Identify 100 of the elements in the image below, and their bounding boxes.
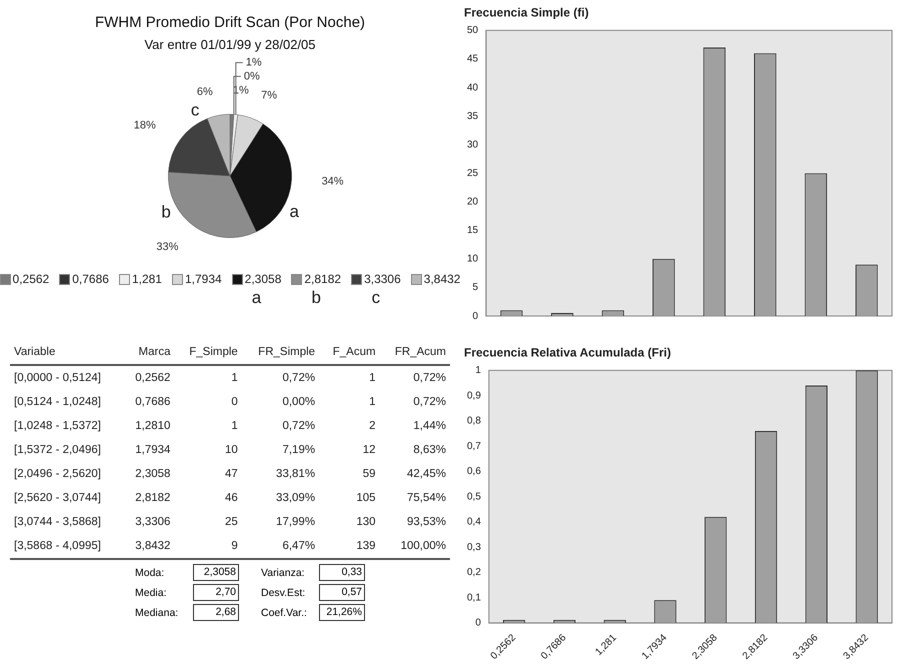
text: 25	[225, 516, 238, 528]
legend-label: 0,7686	[72, 272, 109, 286]
y-tick-label: 1	[475, 365, 482, 376]
category-label: 0,2562	[135, 372, 170, 384]
text: 2,3058	[134, 467, 172, 482]
y-tick-label: 0,2	[466, 567, 482, 578]
legend-label: 2,3058	[244, 272, 282, 286]
text: 0,72%	[413, 396, 446, 408]
text: 0,57	[319, 584, 365, 601]
text: 8,63%	[413, 444, 446, 456]
y-tick-label: 0,1	[466, 592, 482, 604]
text: 130	[356, 516, 376, 528]
data-label: 1%	[246, 56, 262, 69]
y-tick-label: 10	[467, 254, 479, 265]
y-tick-label: 40	[467, 82, 479, 94]
y-tick-label: 0,5	[466, 491, 482, 502]
category-label: F_Acum	[319, 340, 380, 365]
y-tick-label: 0,4	[466, 516, 482, 528]
y-tick-label: 20	[467, 196, 479, 208]
text: 46	[225, 492, 238, 504]
text: [1,0248 - 1,5372]	[14, 420, 101, 432]
text: 2,68	[193, 604, 239, 621]
text: 33,81%	[276, 468, 316, 480]
text: 1	[231, 420, 238, 432]
y-tick-label: 30	[467, 139, 479, 150]
text: 7,19%	[282, 444, 316, 456]
text: 105	[356, 492, 376, 504]
text: 139	[356, 540, 376, 552]
text: 2	[369, 420, 376, 432]
category-label: 2,8182	[135, 492, 170, 504]
legend-label: 1,7934	[184, 272, 222, 286]
y-tick-label: 0,6	[466, 466, 482, 478]
text: 1	[369, 372, 376, 384]
text: 93,53%	[406, 516, 446, 528]
legend-label: 1,281	[132, 272, 162, 286]
text: 33,09%	[276, 492, 316, 504]
text: 2,3058	[204, 566, 236, 578]
text: [2,5620 - 3,0744]	[14, 492, 101, 504]
legend-label: 0,2562	[12, 272, 50, 286]
category-label: FR_Simple	[242, 340, 320, 365]
text: a	[290, 202, 299, 221]
y-tick-label: 0,9	[466, 390, 482, 402]
text: 1,44%	[413, 420, 446, 432]
legend-label: 3,8432	[424, 272, 460, 286]
text: Varianza:	[261, 566, 306, 578]
text: 6,47%	[282, 540, 316, 552]
data-label: 33%	[156, 240, 179, 253]
y-tick-label: 0,8	[466, 416, 482, 427]
text: [2,0496 - 2,5620]	[14, 468, 101, 480]
data-label: 6%	[196, 86, 214, 98]
text: [1,5372 - 2,0496]	[14, 444, 101, 456]
text: 1,2810	[135, 420, 170, 432]
text: 0	[231, 396, 238, 408]
legend-label: 3,3306	[364, 272, 401, 286]
text: 0,33	[319, 564, 365, 581]
y-tick-label: 5	[472, 282, 479, 294]
text: 0,72%	[282, 420, 316, 432]
category-label: FR_Acum	[380, 340, 450, 365]
data-label: 34%	[322, 175, 344, 188]
chart-subtitle: Var entre 01/01/99 y 28/02/05	[143, 37, 317, 52]
text: b	[311, 288, 321, 307]
text: 47	[225, 468, 238, 480]
category-label: 3,3306	[135, 516, 170, 528]
text: 2,70	[193, 584, 239, 601]
chart-title: FWHM Promedio Drift Scan (Por Noche)	[94, 14, 366, 31]
category-label: Variable	[10, 340, 124, 365]
y-tick-label: 45	[467, 54, 479, 65]
text: 1	[369, 396, 376, 408]
text: Media:	[135, 586, 168, 598]
text: c	[372, 288, 380, 307]
category-label: 1,7934	[135, 444, 170, 456]
text: 0,00%	[282, 396, 316, 408]
y-tick-label: 0	[472, 310, 479, 322]
legend-label: 2,8182	[304, 272, 342, 286]
category-label: F_Simple	[174, 340, 242, 365]
text: 59	[362, 468, 376, 480]
text: 17,99%	[276, 516, 316, 528]
data-label: 18%	[134, 120, 156, 132]
text: 12	[362, 444, 376, 456]
y-tick-label: 50	[467, 25, 479, 36]
text: [0,5124 - 1,0248]	[14, 396, 101, 408]
chart-title: Frecuencia Simple (fi)	[464, 6, 589, 20]
y-tick-label: 15	[467, 225, 479, 236]
text: 21,26%	[319, 604, 365, 621]
text: Desv.Est:	[261, 586, 306, 598]
category-label: 0,7686	[135, 396, 170, 408]
category-label: 3,8432	[135, 540, 170, 552]
text: [3,0744 - 3,5868]	[14, 516, 101, 528]
text: 75,54%	[406, 492, 446, 504]
text: 0,72%	[413, 372, 446, 384]
text: c	[190, 100, 200, 120]
text: 42,45%	[406, 468, 446, 480]
text: 1	[231, 372, 238, 384]
y-tick-label: 0,3	[466, 542, 482, 553]
text: 0%	[244, 70, 260, 82]
text: Mediana:	[135, 606, 180, 618]
y-tick-label: 0	[475, 618, 482, 629]
text: [0,0000 - 0,5124]	[14, 372, 101, 384]
data-label: 7%	[261, 89, 278, 102]
y-tick-label: 25	[467, 168, 479, 179]
